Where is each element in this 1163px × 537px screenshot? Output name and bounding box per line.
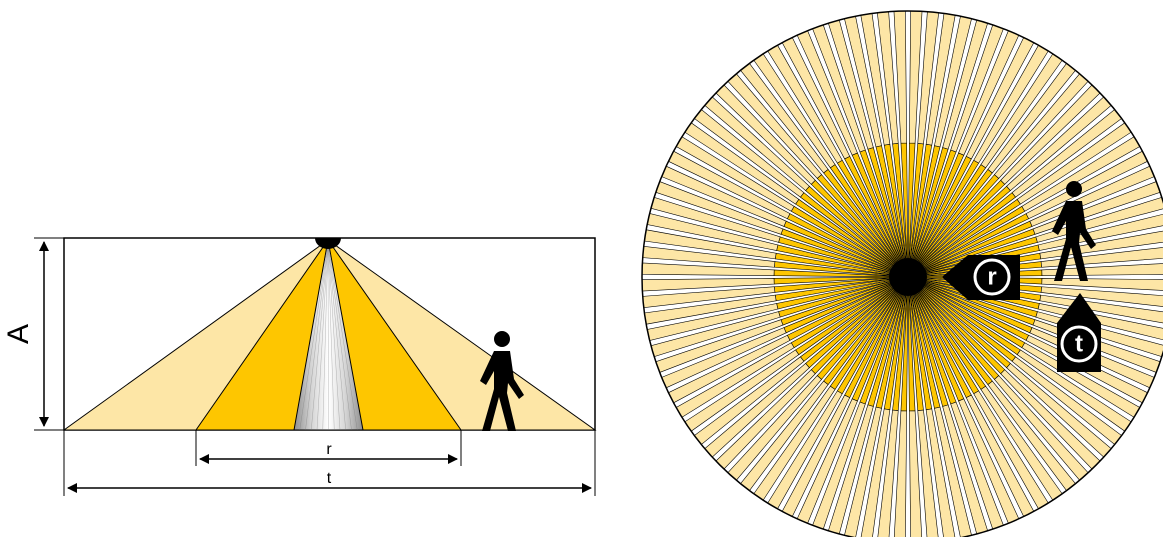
core-hatch-line <box>327 241 335 431</box>
outer-detection-ray <box>1040 247 1163 268</box>
outer-detection-ray <box>893 410 907 537</box>
outer-detection-ray <box>909 410 923 537</box>
core-zone-hatching <box>299 241 358 431</box>
outer-detection-ray <box>1040 286 1163 307</box>
outer-detection-ray <box>917 409 939 537</box>
core-hatch-line <box>305 241 329 431</box>
core-hatch-line <box>322 241 329 431</box>
outer-detection-ray <box>1039 294 1163 324</box>
outer-detection-ray <box>877 409 899 537</box>
total-label: t <box>327 470 332 487</box>
top-view: r t <box>641 10 1163 537</box>
core-hatch-line <box>327 241 329 431</box>
core-hatch-line <box>327 241 341 431</box>
outer-coverage-boundary <box>641 10 1163 537</box>
sensor-dome-icon <box>315 238 341 249</box>
total-badge: t <box>1057 293 1101 372</box>
core-hatch-line <box>299 241 329 431</box>
core-hatch-line <box>311 241 329 431</box>
core-hatch-line <box>327 241 352 431</box>
side-view: A r t <box>2 237 597 496</box>
core-hatch-line <box>327 241 346 431</box>
reach-badge: r <box>942 255 1020 300</box>
core-hatch-line <box>316 241 329 431</box>
sensor-center-icon <box>889 258 927 296</box>
total-badge-label: t <box>1075 330 1083 357</box>
core-hatch-line <box>327 241 358 431</box>
outer-detection-ray <box>1041 278 1163 291</box>
height-label: A <box>2 324 35 344</box>
outer-detection-ray <box>925 408 956 537</box>
outer-detection-ray <box>1041 263 1163 276</box>
outer-detection-ray <box>1039 230 1163 260</box>
reach-badge-label: r <box>987 263 996 290</box>
reach-label: r <box>326 441 332 458</box>
outer-detection-ray <box>860 408 891 537</box>
